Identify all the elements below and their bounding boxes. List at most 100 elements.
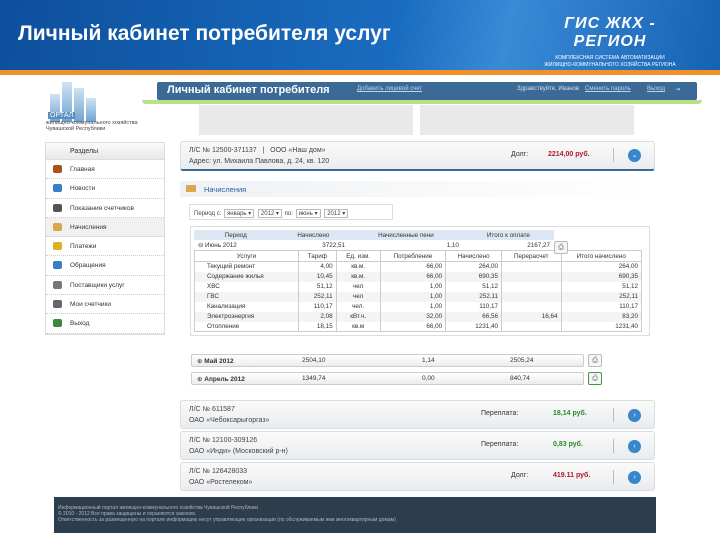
sidebar-icon xyxy=(53,280,62,289)
period-filter: Период с: январь ▾ 2012 ▾ по: июнь ▾ 201… xyxy=(189,204,393,220)
table-cell: ГВС xyxy=(194,291,299,302)
expand-button[interactable]: › xyxy=(628,409,641,422)
table-cell: 264,00 xyxy=(445,261,503,272)
cabinet-title: Личный кабинет потребителя xyxy=(167,84,330,96)
logout-icon[interactable]: ⇥ xyxy=(675,87,681,93)
footer-line3: Ответственность за размещенную на портал… xyxy=(58,517,396,523)
portal-line1: жилищно-коммунального хозяйства xyxy=(46,120,138,126)
sidebar-item[interactable]: Обращения xyxy=(46,256,164,276)
balance-amount: 0,83 руб. xyxy=(553,441,583,448)
charges-table: Период Начислено Начисленные пени Итого к о… xyxy=(190,226,650,336)
sidebar-item-label: Новости xyxy=(70,185,96,193)
sidebar-item[interactable]: Мои счетчики xyxy=(46,295,164,315)
portal-footer: Информационный портал жилищно-коммунальн… xyxy=(54,497,656,533)
table-cell: 110,17 xyxy=(560,301,643,312)
account-card[interactable]: Л/С № 126428033 ОАО «Ростелеком» Долг: 4… xyxy=(180,462,655,491)
table-cell: 110,17 xyxy=(445,301,503,312)
details-header: Начислено xyxy=(445,250,503,262)
sidebar-icon xyxy=(53,222,62,231)
table-cell: 51,12 xyxy=(445,281,503,292)
sidebar-item-label: Мои счетчики xyxy=(70,301,111,309)
from-year-select[interactable]: 2012 ▾ xyxy=(257,209,282,218)
period-row-may[interactable]: ⊕ Май 2012 2504,10 1,14 2505,24 xyxy=(191,354,584,367)
sidebar-item-label: Начисления xyxy=(70,223,107,231)
sidebar-icon xyxy=(53,165,62,173)
gis-logo: ГИС ЖКХ - РЕГИОН КОМПЛЕКСНАЯ СИСТЕМА АВТ… xyxy=(535,15,685,69)
sidebar-icon xyxy=(53,242,62,251)
table-cell: 690,35 xyxy=(445,271,503,282)
sidebar-item[interactable]: Главная xyxy=(46,160,164,180)
banner-left xyxy=(199,105,413,135)
table-cell xyxy=(501,321,562,332)
table-cell: чел xyxy=(335,281,381,292)
account-address: Адрес: ул. Михаила Павлова, д. 24, кв. 1… xyxy=(189,158,330,165)
sidebar-item-label: Платежи xyxy=(70,243,97,251)
separator: | xyxy=(262,147,265,154)
account-org: ОАО «Инди» (Московский р-н) xyxy=(189,448,288,455)
add-account-link[interactable]: Добавить лицевой счет xyxy=(357,86,423,92)
table-cell: кв.м xyxy=(335,321,381,332)
table-cell: Отопление xyxy=(194,321,299,332)
table-row: Канализация 110,17 чел. 1,00 110,17 110,17 xyxy=(194,301,643,312)
portal-logo-word: ОРТАЛ xyxy=(48,112,76,119)
account-number: Л/С № 12100-309126 xyxy=(189,437,258,444)
sidebar-icon xyxy=(53,184,62,193)
sidebar-item[interactable]: Платежи xyxy=(46,237,164,257)
col-penalty: Начисленные пени xyxy=(349,230,463,240)
table-cell: кВт.ч. xyxy=(335,311,381,322)
table-cell: 690,35 xyxy=(560,271,643,282)
table-cell xyxy=(501,271,562,282)
logo-sub2: ЖИЛИЩНО-КОММУНАЛЬНОГО ХОЗЯЙСТВА РЕГИОНА xyxy=(544,62,676,68)
collapse-button[interactable]: ⌄ xyxy=(628,149,641,162)
debt-amount: 2214,00 руб. xyxy=(548,151,590,158)
sidebar-item[interactable]: Выход xyxy=(46,314,164,334)
print-icon[interactable]: ⎙ xyxy=(588,372,602,385)
greeting: Здравствуйте, Иванов xyxy=(517,86,580,92)
table-cell: 1231,40 xyxy=(560,321,643,332)
portal-logo[interactable]: ОРТАЛ жилищно-коммунального хозяйства Чув… xyxy=(42,78,152,136)
table-row: Электроэнергия 2,08 кВт.ч. 32,00 66,56 16,64 8… xyxy=(194,311,643,322)
account-number: Л/С № 12500-371137 xyxy=(189,147,257,154)
table-cell: 1,00 xyxy=(379,281,447,292)
account-card[interactable]: Л/С № 611587 ОАО «Чебоксарыгоргаз» Переп… xyxy=(180,400,655,429)
account-org: ОАО «Ростелеком» xyxy=(189,479,253,486)
expand-button[interactable]: › xyxy=(628,471,641,484)
from-month-select[interactable]: январь ▾ xyxy=(224,209,255,218)
table-cell: 252,11 xyxy=(560,291,643,302)
account-number: Л/С № 126428033 xyxy=(189,468,248,475)
charges-icon xyxy=(186,185,196,192)
sidebar-item[interactable]: Новости xyxy=(46,179,164,199)
sidebar-item-label: Выход xyxy=(70,320,90,328)
account-card[interactable]: Л/С № 12100-309126 ОАО «Инди» (Московски… xyxy=(180,431,655,460)
table-cell: 51,12 xyxy=(297,281,337,292)
balance-amount: 419.11 руб. xyxy=(553,472,591,479)
print-icon[interactable]: ⎙ xyxy=(588,354,602,367)
table-row: Отопление 18,15 кв.м 66,00 1231,40 1231,40 xyxy=(194,321,643,332)
period-row-april[interactable]: ⊕ Апрель 2012 1349,74 0,00 840,74 xyxy=(191,372,584,385)
sidebar-item[interactable]: Поставщики услуг xyxy=(46,276,164,296)
sidebar: Разделы Главная Новости Показания счетчико… xyxy=(45,142,165,335)
banner-right xyxy=(420,105,634,135)
change-password-link[interactable]: Сменить пароль xyxy=(585,86,631,92)
orange-stripe xyxy=(0,70,720,75)
sidebar-item[interactable]: Показания счетчиков xyxy=(46,199,164,218)
print-icon[interactable]: ⎙ xyxy=(554,241,568,254)
table-cell: 51,12 xyxy=(560,281,643,292)
summary-table: Период Начислено Начисленные пени Итого к о… xyxy=(194,230,554,250)
logout-link[interactable]: Выход xyxy=(647,86,665,92)
sidebar-item[interactable]: Начисления xyxy=(46,217,164,238)
table-cell: кв.м. xyxy=(335,261,381,272)
table-cell: 66,00 xyxy=(379,321,447,332)
status-label: Переплата: xyxy=(481,441,519,448)
table-row: Текущий ремонт 4,00 кв.м. 66,00 264,00 264,00 xyxy=(194,261,643,272)
period-row-expanded[interactable]: ⊖ Июнь 2012 3722,51 1,10 2167,27 xyxy=(198,241,550,249)
table-cell: 1231,40 xyxy=(445,321,503,332)
account-org: ОАО «Чебоксарыгоргаз» xyxy=(189,417,270,424)
expand-button[interactable]: › xyxy=(628,440,641,453)
to-month-select[interactable]: июнь ▾ xyxy=(295,209,321,218)
balance-amount: 18,14 руб. xyxy=(553,410,587,417)
to-label: по: xyxy=(284,211,293,217)
to-year-select[interactable]: 2012 ▾ xyxy=(324,209,349,218)
account-number: Л/С № 611587 xyxy=(189,406,235,413)
table-row: Содержание жилья 10,45 кв.м. 66,00 690,35 690… xyxy=(194,271,643,282)
